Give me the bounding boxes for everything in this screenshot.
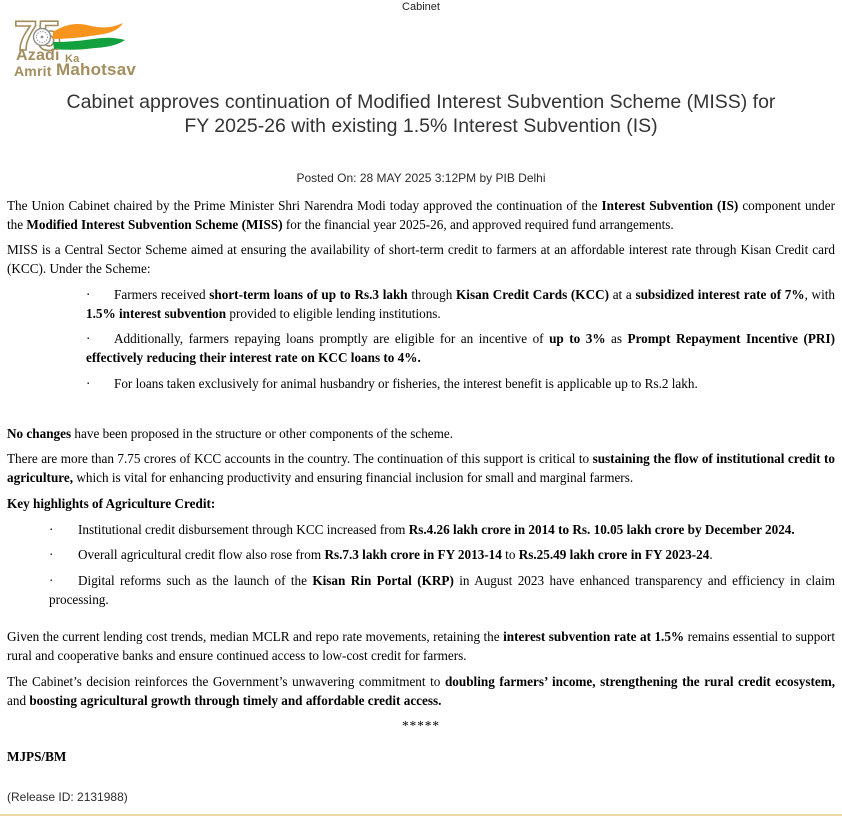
bullet-item: · Additionally, farmers repaying loans pr… <box>86 331 835 366</box>
logo-word-ka: Ka <box>65 53 80 65</box>
bullet-dot: · <box>49 521 54 537</box>
paragraph: The Union Cabinet chaired by the Prime M… <box>7 198 835 232</box>
bullet-item: · Farmers received short-term loans of up… <box>86 286 835 321</box>
paragraph: The Cabinet’s decision reinforces the Go… <box>7 673 835 708</box>
bullet-dot: · <box>49 573 54 589</box>
bullet-dot: · <box>86 375 91 391</box>
paragraph: MISS is a Central Sector Scheme aimed at… <box>7 242 835 277</box>
article-body: The Union Cabinet chaired by the Prime M… <box>7 197 835 809</box>
bullet-dot: · <box>49 547 54 563</box>
release-id: (Release ID: 2131988) <box>7 789 128 804</box>
flag-saffron-ribbon <box>53 23 123 39</box>
logo-word-azadi: Azadi <box>16 47 60 64</box>
flag-green-ribbon <box>53 37 125 50</box>
separator-stars: ***** <box>402 718 440 734</box>
paragraph: Key highlights of Agriculture Credit: <box>7 495 216 511</box>
bullet-dot: · <box>86 331 91 347</box>
title-line-1: Cabinet approves continuation of Modifie… <box>66 91 776 113</box>
signature-code: MJPS/BM <box>7 749 67 765</box>
paragraph: Given the current lending cost trends, m… <box>7 629 835 664</box>
logo-word-amrit: Amrit <box>14 63 52 79</box>
paragraph: No changes have been proposed in the str… <box>7 425 454 441</box>
bullet-dot: · <box>86 286 91 302</box>
bullet-item: · Digital reforms such as the launch of t… <box>49 573 835 607</box>
spacer <box>7 616 835 628</box>
bullet-item: · For loans taken exclusively for animal … <box>86 375 835 394</box>
press-release-title: Cabinet approves continuation of Modifie… <box>0 90 842 138</box>
bullet-item: · Institutional credit disbursement throu… <box>49 521 835 540</box>
footer-rule <box>0 814 842 816</box>
bullet-item: · Overall agricultural credit flow also r… <box>49 546 835 565</box>
logo-word-mahotsav: Mahotsav <box>56 60 137 79</box>
ashoka-chakra-icon <box>32 27 52 47</box>
azadi-ka-amrit-mahotsav-logo: 75 Azadi Ka Amrit Mahotsav <box>13 15 141 83</box>
spacer <box>7 401 835 425</box>
category-label: Cabinet <box>402 1 440 13</box>
posted-on-line: Posted On: 28 MAY 2025 3:12PM by PIB Del… <box>296 171 546 185</box>
logo-75-flag-icon: 75 <box>13 15 125 60</box>
title-line-2: FY 2025-26 with existing 1.5% Interest S… <box>184 115 658 137</box>
paragraph: There are more than 7.75 crores of KCC a… <box>7 451 835 486</box>
